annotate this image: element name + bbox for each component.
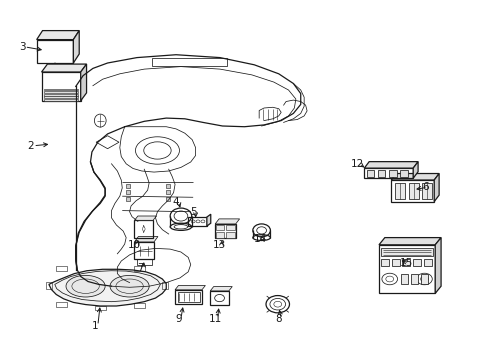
Text: 2: 2	[27, 141, 34, 151]
Bar	[44, 91, 78, 93]
Polygon shape	[412, 162, 417, 178]
Bar	[46, 282, 52, 289]
Polygon shape	[126, 190, 129, 194]
Text: 13: 13	[212, 240, 225, 250]
Polygon shape	[166, 190, 170, 194]
Polygon shape	[49, 269, 166, 306]
Bar	[134, 303, 145, 308]
Text: 1: 1	[92, 321, 99, 331]
Bar	[44, 99, 78, 101]
Polygon shape	[166, 184, 170, 188]
Bar	[400, 170, 407, 177]
Text: 14: 14	[253, 234, 266, 244]
Bar	[210, 291, 228, 305]
Bar	[364, 168, 412, 178]
Text: 3: 3	[19, 42, 25, 52]
Bar	[162, 282, 168, 289]
Text: 9: 9	[175, 314, 182, 324]
Bar	[95, 306, 106, 310]
Bar	[175, 290, 202, 304]
Polygon shape	[206, 214, 210, 226]
Text: 5: 5	[189, 207, 196, 217]
Bar	[151, 58, 227, 66]
Polygon shape	[126, 197, 129, 201]
Bar	[401, 274, 407, 284]
Bar	[188, 217, 206, 226]
Bar	[388, 170, 396, 177]
Bar	[226, 232, 234, 238]
Bar	[422, 183, 431, 199]
Bar	[134, 220, 153, 238]
Text: 12: 12	[349, 159, 363, 169]
Bar	[44, 94, 78, 96]
Polygon shape	[134, 216, 156, 220]
Bar	[410, 274, 417, 284]
Polygon shape	[134, 237, 158, 242]
Bar	[391, 259, 399, 266]
Bar	[390, 180, 433, 202]
Text: 10: 10	[128, 240, 141, 250]
Text: 15: 15	[399, 258, 413, 268]
Bar	[402, 259, 409, 266]
Polygon shape	[390, 174, 438, 180]
Polygon shape	[364, 162, 417, 168]
Bar	[37, 40, 73, 63]
Text: 11: 11	[208, 314, 222, 324]
Polygon shape	[37, 31, 79, 40]
Ellipse shape	[110, 275, 149, 297]
Polygon shape	[126, 184, 129, 188]
Bar	[41, 72, 81, 101]
Polygon shape	[73, 31, 79, 63]
Bar	[216, 225, 224, 230]
Text: 7: 7	[137, 263, 144, 273]
Bar	[380, 248, 432, 256]
Bar	[134, 266, 145, 271]
Polygon shape	[378, 238, 440, 245]
Bar	[412, 259, 420, 266]
Bar	[423, 259, 431, 266]
Bar	[134, 242, 154, 259]
Ellipse shape	[66, 275, 105, 297]
Text: 4: 4	[172, 197, 179, 207]
Polygon shape	[215, 219, 239, 224]
Polygon shape	[433, 174, 438, 202]
Bar	[137, 259, 151, 265]
Bar	[377, 170, 385, 177]
Polygon shape	[434, 238, 440, 293]
Bar	[366, 170, 373, 177]
Bar	[226, 225, 234, 230]
Text: 6: 6	[421, 182, 428, 192]
Polygon shape	[81, 64, 86, 101]
Bar	[378, 245, 434, 293]
Bar	[177, 292, 199, 302]
Bar	[215, 224, 235, 238]
Polygon shape	[41, 64, 86, 72]
Bar	[216, 232, 224, 238]
Bar	[56, 302, 67, 307]
Polygon shape	[210, 287, 232, 291]
Bar	[420, 274, 427, 284]
Bar	[44, 89, 78, 90]
Bar	[380, 259, 388, 266]
Polygon shape	[166, 197, 170, 201]
Bar	[44, 96, 78, 98]
Bar	[56, 266, 67, 271]
Polygon shape	[175, 285, 205, 290]
Bar	[408, 183, 418, 199]
Bar	[394, 183, 404, 199]
Text: 8: 8	[275, 314, 282, 324]
